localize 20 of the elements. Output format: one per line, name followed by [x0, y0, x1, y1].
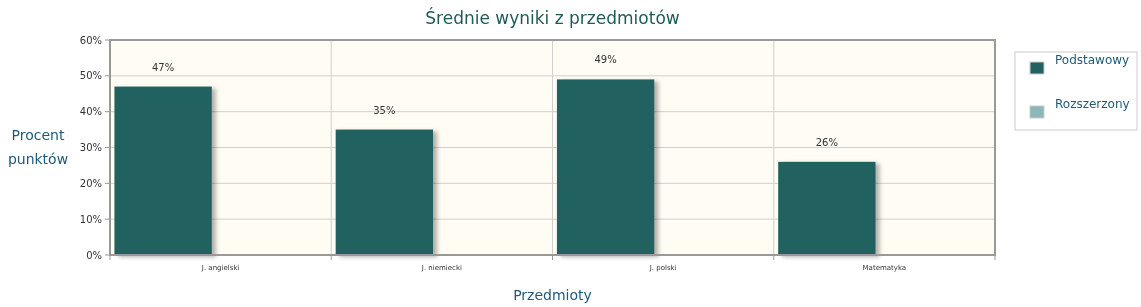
y-tick-label: 0% [86, 249, 102, 261]
y-tick-label: 20% [79, 177, 102, 189]
data-label: 26% [815, 136, 838, 148]
y-tick-label: 10% [79, 213, 102, 225]
chart-title: Średnie wyniki z przedmiotów [425, 7, 680, 28]
y-tick-label: 30% [79, 142, 102, 153]
y-tick-label: 40% [79, 106, 102, 118]
data-label: 47% [151, 61, 175, 73]
data-label: 35% [373, 104, 396, 116]
y-tick-label: 60% [79, 34, 102, 46]
y-tick-label: 50% [79, 70, 102, 82]
bar [556, 79, 655, 255]
legend-label: Rozszerzony [1055, 97, 1130, 112]
data-label: 49% [594, 54, 617, 66]
y-axis-title: Procent punktów [7, 127, 69, 167]
legend-label: Podstawowy [1055, 53, 1130, 68]
x-axis-title: Przedmioty [513, 287, 592, 303]
bar [114, 86, 212, 255]
bar [335, 129, 434, 255]
bar [778, 161, 876, 255]
